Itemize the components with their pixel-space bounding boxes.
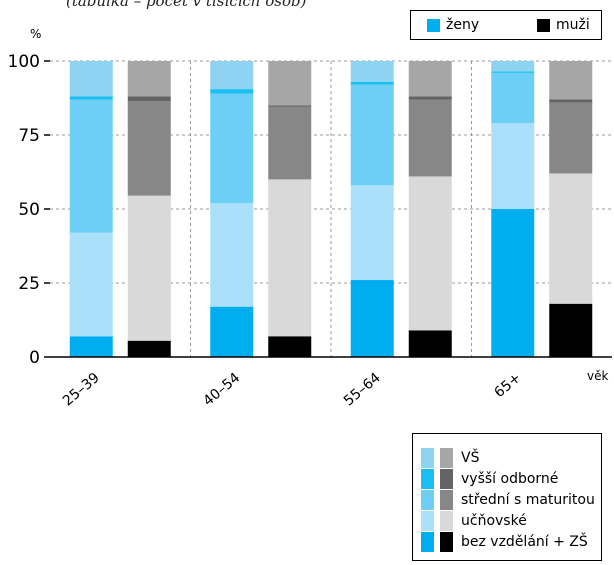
legend-education-item: vyšší odborné	[421, 469, 558, 489]
bar-women-3-seg-0	[491, 209, 535, 357]
bar-women-1-seg-0	[210, 306, 254, 357]
bar-women-2-seg-2	[350, 84, 394, 186]
legend-men-label: muži	[556, 17, 590, 33]
bar-men-3-seg-0	[549, 303, 593, 357]
y-unit-label: %	[30, 27, 41, 41]
bar-women-1-seg-2	[210, 93, 254, 204]
legend-education-label: VŠ	[461, 450, 480, 466]
legend-education-label: učňovské	[461, 513, 527, 529]
bar-men-1-seg-3	[268, 105, 312, 107]
men-swatch	[440, 532, 453, 552]
women-swatch	[427, 18, 440, 32]
men-swatch	[440, 469, 453, 489]
bar-women-0-seg-3	[69, 96, 113, 100]
women-swatch	[421, 448, 434, 468]
women-swatch	[421, 511, 434, 531]
men-swatch	[440, 511, 453, 531]
bar-men-1-seg-0	[268, 336, 312, 357]
chart-subtitle: (tabulka – počet v tisících osob)	[66, 0, 307, 10]
legend-education-item: střední s maturitou	[421, 490, 595, 510]
y-tick-label-25: 25	[18, 274, 40, 294]
legend-gender: ženy muži	[410, 10, 602, 40]
bar-women-2-seg-3	[350, 81, 394, 85]
bar-men-0-seg-2	[127, 100, 171, 196]
legend-women-label: ženy	[446, 17, 480, 33]
bar-women-1-seg-4	[210, 61, 254, 90]
bar-women-2-seg-1	[350, 185, 394, 281]
bar-women-0-seg-2	[69, 99, 113, 233]
y-tick-label-50: 50	[18, 200, 40, 220]
men-swatch	[537, 18, 550, 32]
bar-women-0-seg-1	[69, 232, 113, 337]
bar-men-3-seg-2	[549, 102, 593, 174]
bar-men-2-seg-4	[408, 61, 452, 97]
bar-men-3-seg-3	[549, 99, 593, 103]
bar-women-3-seg-1	[491, 123, 535, 209]
legend-education-item: VŠ	[421, 448, 479, 468]
x-axis-label: věk	[587, 369, 608, 383]
bar-women-2-seg-0	[350, 280, 394, 357]
legend-item-men: muži	[537, 17, 590, 33]
legend-education: VŠ vyšší odborné střední s maturitou učňovs…	[412, 433, 602, 561]
bar-women-1-seg-1	[210, 203, 254, 307]
bar-men-0-seg-4	[127, 61, 171, 97]
y-tick-label-100: 100	[8, 52, 40, 72]
x-tick-label-0: 25–39	[60, 370, 103, 410]
x-tick-label-2: 55–64	[341, 370, 384, 410]
bar-men-1-seg-1	[268, 179, 312, 337]
bar-men-3-seg-1	[549, 173, 593, 304]
women-swatch	[421, 469, 434, 489]
stacked-bar-chart: 25–39 40–54 55–64 65+ 0 25 50 75 100% věk	[8, 27, 612, 410]
bar-men-2-seg-3	[408, 96, 452, 100]
bar-men-0-seg-1	[127, 195, 171, 341]
bar-women-0-seg-4	[69, 61, 113, 97]
legend-education-item: učňovské	[421, 511, 527, 531]
bar-women-0-seg-0	[69, 336, 113, 357]
legend-item-women: ženy	[427, 17, 479, 33]
bar-women-3-seg-4	[491, 61, 535, 72]
bar-women-1-seg-3	[210, 89, 254, 94]
bar-men-2-seg-1	[408, 176, 452, 331]
bar-women-2-seg-4	[350, 61, 394, 82]
bar-women-3-seg-2	[491, 72, 535, 124]
bar-men-0-seg-0	[127, 340, 171, 357]
legend-education-label: vyšší odborné	[461, 471, 559, 487]
x-tick-label-1: 40–54	[200, 370, 243, 410]
legend-education-label: střední s maturitou	[461, 492, 595, 508]
bars	[69, 61, 593, 357]
men-swatch	[440, 490, 453, 510]
bar-men-1-seg-2	[268, 106, 312, 180]
bar-men-3-seg-4	[549, 61, 593, 100]
men-swatch	[440, 448, 453, 468]
legend-education-item: bez vzdělání + ZŠ	[421, 532, 588, 552]
y-tick-label-0: 0	[29, 348, 40, 368]
bar-men-1-seg-4	[268, 61, 312, 106]
women-swatch	[421, 490, 434, 510]
y-tick-label-75: 75	[18, 126, 40, 146]
bar-women-3-seg-3	[491, 71, 535, 73]
women-swatch	[421, 532, 434, 552]
legend-education-label: bez vzdělání + ZŠ	[461, 534, 588, 550]
x-tick-label-3: 65+	[491, 370, 524, 401]
bar-men-0-seg-3	[127, 96, 171, 101]
bar-men-2-seg-0	[408, 330, 452, 357]
bar-men-2-seg-2	[408, 99, 452, 177]
